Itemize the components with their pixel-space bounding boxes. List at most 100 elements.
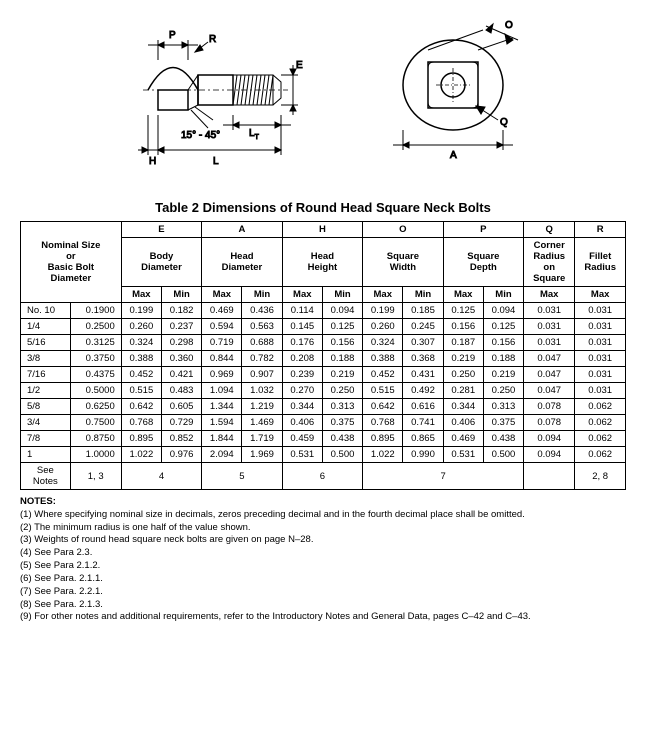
cell-value: 0.245 — [403, 319, 443, 335]
cell-nominal: 5/8 — [21, 399, 71, 415]
cell-value: 0.768 — [121, 415, 161, 431]
see-notes-ref: 4 — [121, 463, 201, 490]
cell-nominal: 3/4 — [21, 415, 71, 431]
cell-value: 0.176 — [282, 335, 322, 351]
col-H-max: Max — [282, 287, 322, 303]
cell-value: 0.188 — [322, 351, 362, 367]
cell-value: 0.768 — [363, 415, 403, 431]
cell-decimal: 0.3750 — [70, 351, 121, 367]
cell-value: 0.616 — [403, 399, 443, 415]
cell-value: 0.219 — [322, 367, 362, 383]
cell-value: 0.563 — [242, 319, 282, 335]
cell-value: 0.313 — [322, 399, 362, 415]
cell-value: 0.031 — [575, 303, 626, 319]
see-notes-ref: 2, 8 — [575, 463, 626, 490]
cell-value: 0.368 — [403, 351, 443, 367]
cell-decimal: 0.8750 — [70, 431, 121, 447]
cell-value: 1.219 — [242, 399, 282, 415]
cell-value: 0.307 — [403, 335, 443, 351]
cell-value: 0.375 — [322, 415, 362, 431]
cell-value: 0.852 — [161, 431, 201, 447]
cell-value: 0.459 — [282, 431, 322, 447]
cell-value: 0.047 — [524, 351, 575, 367]
cell-value: 0.469 — [443, 431, 483, 447]
col-A-label: Head Diameter — [202, 238, 282, 287]
cell-value: 0.145 — [282, 319, 322, 335]
cell-value: 0.031 — [575, 335, 626, 351]
cell-value: 0.185 — [403, 303, 443, 319]
cell-value: 0.969 — [202, 367, 242, 383]
label-Q: Q — [500, 117, 508, 128]
table-row: 7/80.87500.8950.8521.8441.7190.4590.4380… — [21, 431, 626, 447]
cell-value: 0.062 — [575, 447, 626, 463]
see-notes-ref — [524, 463, 575, 490]
cell-decimal: 0.1900 — [70, 303, 121, 319]
cell-value: 0.219 — [443, 351, 483, 367]
cell-value: 1.022 — [121, 447, 161, 463]
note-line: (6) See Para. 2.1.1. — [20, 573, 626, 586]
cell-decimal: 0.4375 — [70, 367, 121, 383]
cell-nominal: 3/8 — [21, 351, 71, 367]
note-line: (3) Weights of round head square neck bo… — [20, 534, 626, 547]
cell-nominal: 1 — [21, 447, 71, 463]
cell-value: 0.094 — [524, 431, 575, 447]
cell-value: 0.078 — [524, 415, 575, 431]
cell-value: 0.031 — [575, 367, 626, 383]
note-line: (9) For other notes and additional requi… — [20, 611, 626, 624]
cell-value: 0.531 — [282, 447, 322, 463]
cell-value: 0.421 — [161, 367, 201, 383]
col-E-label: Body Diameter — [121, 238, 201, 287]
cell-value: 0.313 — [483, 399, 523, 415]
cell-value: 0.469 — [202, 303, 242, 319]
cell-decimal: 0.2500 — [70, 319, 121, 335]
note-line: (2) The minimum radius is one half of th… — [20, 522, 626, 535]
notes-section: NOTES: (1) Where specifying nominal size… — [20, 496, 626, 624]
see-notes-ref: 1, 3 — [70, 463, 121, 490]
cell-decimal: 0.3125 — [70, 335, 121, 351]
cell-value: 0.642 — [121, 399, 161, 415]
col-H-letter: H — [282, 222, 362, 238]
cell-value: 0.500 — [322, 447, 362, 463]
cell-value: 0.182 — [161, 303, 201, 319]
cell-value: 0.452 — [121, 367, 161, 383]
cell-value: 0.219 — [483, 367, 523, 383]
col-O-letter: O — [363, 222, 443, 238]
see-notes-label: See Notes — [21, 463, 71, 490]
cell-value: 0.375 — [483, 415, 523, 431]
label-angle: 15° - 45° — [181, 130, 220, 141]
col-O-max: Max — [363, 287, 403, 303]
cell-value: 0.729 — [161, 415, 201, 431]
cell-value: 0.406 — [282, 415, 322, 431]
cell-value: 0.865 — [403, 431, 443, 447]
col-Q-max: Max — [524, 287, 575, 303]
cell-value: 0.492 — [403, 383, 443, 399]
col-P-min: Min — [483, 287, 523, 303]
col-R-letter: R — [575, 222, 626, 238]
cell-value: 0.324 — [363, 335, 403, 351]
cell-value: 0.515 — [121, 383, 161, 399]
cell-value: 0.976 — [161, 447, 201, 463]
note-line: (7) See Para. 2.2.1. — [20, 586, 626, 599]
cell-value: 0.438 — [483, 431, 523, 447]
cell-value: 0.436 — [242, 303, 282, 319]
cell-nominal: No. 10 — [21, 303, 71, 319]
col-nominal: Nominal Size or Basic Bolt Diameter — [21, 222, 122, 303]
cell-value: 0.156 — [322, 335, 362, 351]
cell-value: 0.047 — [524, 383, 575, 399]
cell-value: 0.388 — [363, 351, 403, 367]
cell-value: 0.431 — [403, 367, 443, 383]
cell-nominal: 5/16 — [21, 335, 71, 351]
cell-value: 0.125 — [443, 303, 483, 319]
cell-value: 0.125 — [483, 319, 523, 335]
cell-value: 1.594 — [202, 415, 242, 431]
col-P-max: Max — [443, 287, 483, 303]
table-title: Table 2 Dimensions of Round Head Square … — [20, 200, 626, 215]
note-line: (8) See Para. 2.1.3. — [20, 599, 626, 612]
col-O-label: Square Width — [363, 238, 443, 287]
cell-value: 0.782 — [242, 351, 282, 367]
col-H-label: Head Height — [282, 238, 362, 287]
cell-decimal: 0.7500 — [70, 415, 121, 431]
cell-value: 0.260 — [363, 319, 403, 335]
cell-value: 0.483 — [161, 383, 201, 399]
col-P-label: Square Depth — [443, 238, 523, 287]
